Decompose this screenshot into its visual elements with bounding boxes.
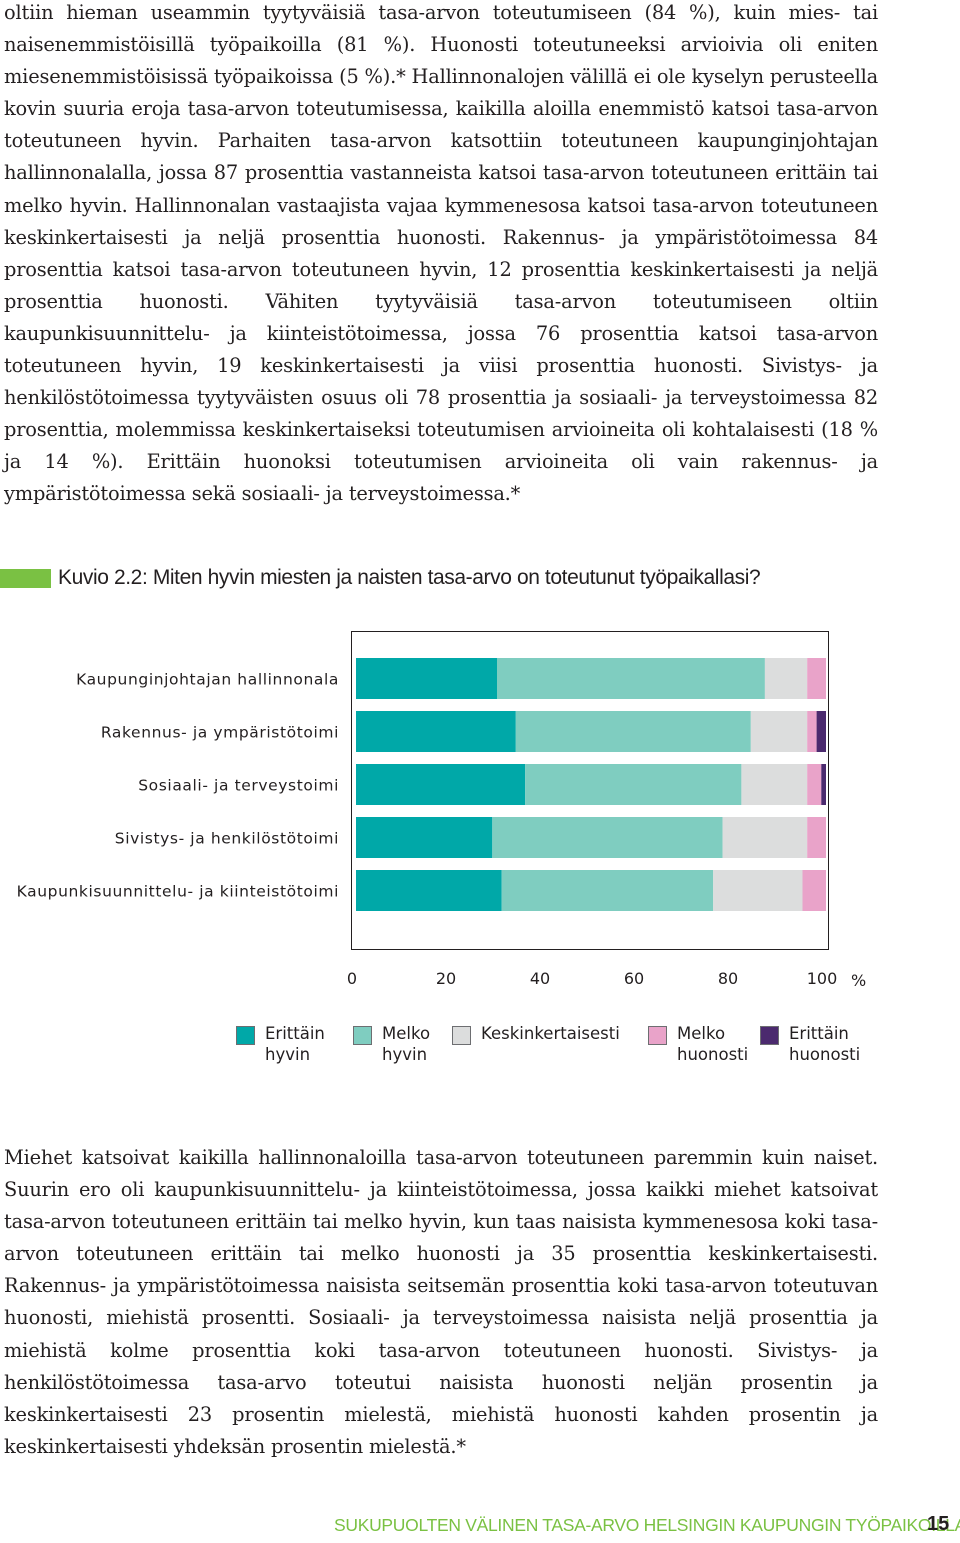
category-label: Kaupunkisuunnittelu- ja kiinteistötoimi — [17, 883, 339, 901]
figure-marker — [0, 568, 51, 588]
bar-segment — [821, 764, 826, 805]
bar-segment — [816, 711, 826, 752]
bar-segment — [356, 764, 526, 805]
stacked-bar-chart: Kaupunginjohtajan hallinnonala Rakennus- … — [17, 658, 866, 990]
figure-caption: Kuvio 2.2: Miten hyvin miesten ja naiste… — [58, 566, 761, 589]
bar-segment — [497, 658, 765, 699]
bar-segment — [356, 817, 493, 858]
legend-item: Erittäin hyvin — [236, 1023, 325, 1065]
x-tick-label: 60 — [624, 969, 644, 988]
figure-title: Kuvio 2.2: Miten hyvin miesten ja naiste… — [0, 565, 761, 591]
legend-swatch — [760, 1026, 779, 1045]
legend-swatch — [452, 1026, 471, 1045]
legend-item: Keskinkertaisesti — [452, 1023, 620, 1045]
bar-segment — [802, 870, 826, 911]
category-label: Sosiaali- ja terveystoimi — [138, 777, 339, 795]
bar-segment — [764, 658, 808, 699]
bar-segment — [807, 658, 826, 699]
legend-label: Melko huonosti — [677, 1024, 749, 1064]
x-tick-label: 40 — [530, 969, 550, 988]
legend-item: Melko hyvin — [353, 1023, 430, 1065]
body-paragraph-top: oltiin hieman useammin tyytyväisiä tasa-… — [4, 1, 878, 506]
x-tick-label: 80 — [718, 969, 738, 988]
bar-segment — [492, 817, 723, 858]
page-number: 15 — [927, 1513, 950, 1535]
legend-swatch — [648, 1026, 667, 1045]
bar-segment — [741, 764, 808, 805]
running-footer-title: SUKUPUOLTEN VÄLINEN TASA-ARVO HELSINGIN … — [334, 1515, 960, 1535]
x-tick-label: 100 — [807, 969, 838, 988]
bar-segment — [807, 817, 826, 858]
legend-label: Melko hyvin — [382, 1024, 431, 1064]
bar-segment — [356, 870, 502, 911]
legend-swatch — [236, 1026, 255, 1045]
x-tick-label: 20 — [436, 969, 456, 988]
bar-segment — [501, 870, 714, 911]
body-paragraph-bottom: Miehet katsoivat kaikilla hallinnonaloil… — [4, 1146, 878, 1458]
legend-item: Melko huonosti — [648, 1023, 748, 1065]
bar-segment — [722, 817, 808, 858]
legend-item: Erittäin huonosti — [760, 1023, 860, 1065]
legend-label: Keskinkertaisesti — [481, 1024, 620, 1043]
bar-segment — [525, 764, 742, 805]
bar-segment — [807, 764, 822, 805]
bar-segment — [713, 870, 803, 911]
x-axis-unit: % — [851, 971, 866, 990]
bar-segment — [356, 711, 516, 752]
bar-segment — [515, 711, 751, 752]
category-label: Sivistys- ja henkilöstötoimi — [115, 830, 339, 848]
category-label: Rakennus- ja ympäristötoimi — [101, 724, 339, 742]
legend-label: Erittäin hyvin — [265, 1024, 325, 1064]
legend-label: Erittäin huonosti — [789, 1024, 861, 1064]
category-label: Kaupunginjohtajan hallinnonala — [76, 671, 339, 689]
bar-segment — [807, 711, 817, 752]
x-tick-label: 0 — [347, 969, 357, 988]
legend-swatch — [353, 1026, 372, 1045]
chart-frame — [351, 631, 829, 950]
bar-segment — [750, 711, 808, 752]
bar-segment — [356, 658, 497, 699]
